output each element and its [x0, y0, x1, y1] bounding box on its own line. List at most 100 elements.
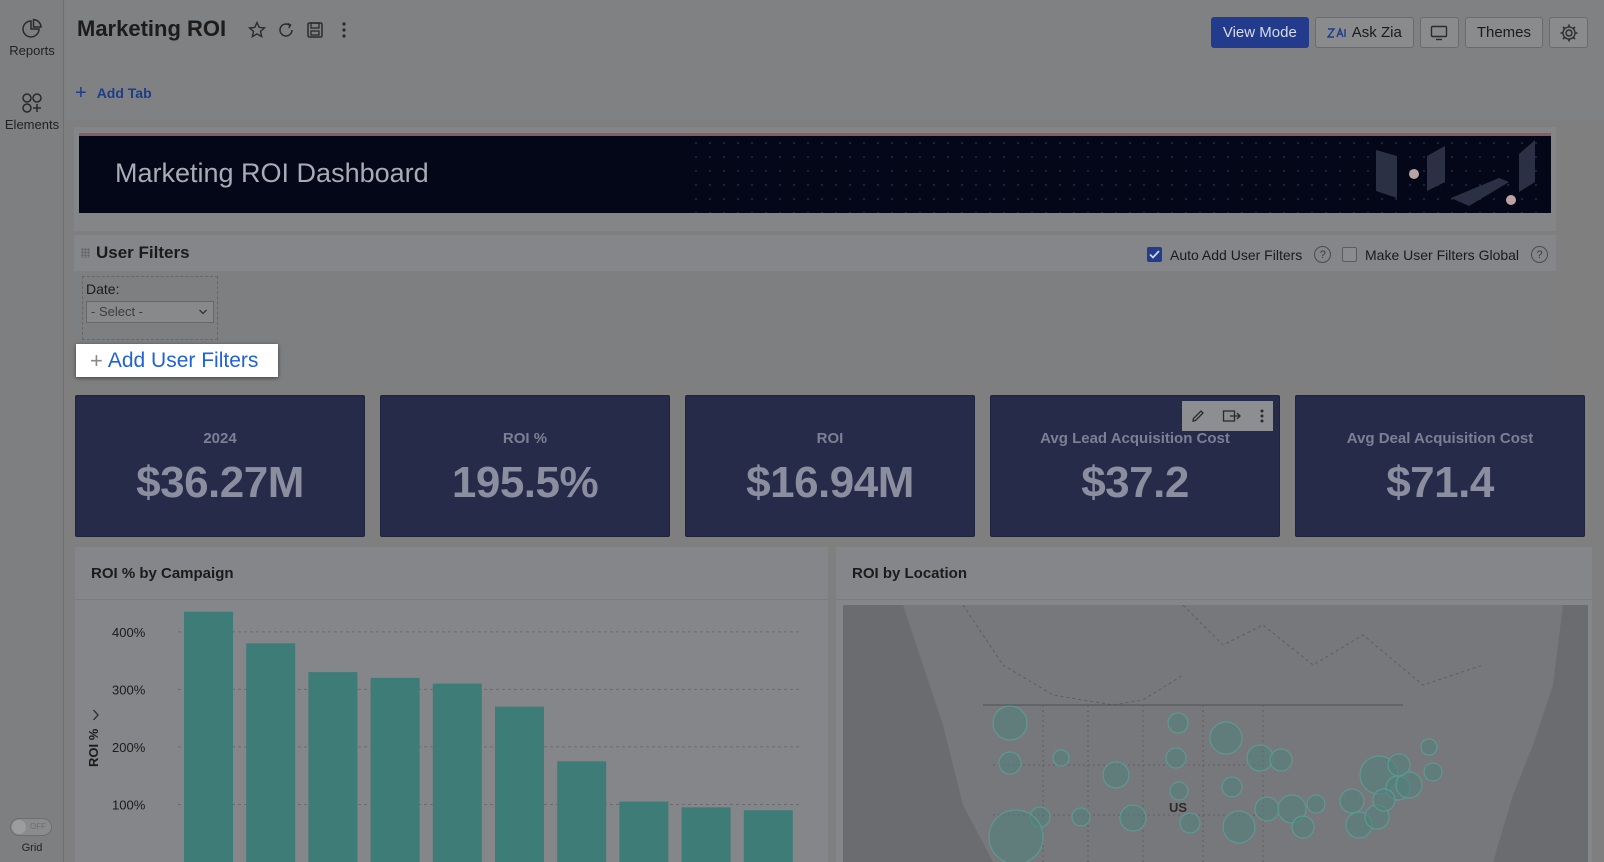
grid-toggle[interactable]: OFF — [10, 818, 52, 836]
chevron-down-icon — [199, 309, 207, 315]
monitor-icon — [1431, 25, 1448, 40]
save-icon[interactable] — [305, 20, 324, 39]
more-vertical-icon[interactable] — [1259, 408, 1265, 424]
chevron-right-icon[interactable] — [91, 708, 101, 722]
divider — [836, 599, 1592, 600]
toggle-knob — [12, 820, 26, 834]
page-title: Marketing ROI — [77, 16, 227, 41]
toggle-state: OFF — [30, 822, 46, 831]
themes-button[interactable]: Themes — [1464, 17, 1543, 48]
kpi-label: ROI — [816, 430, 844, 447]
bar[interactable] — [370, 677, 420, 862]
ask-zia-label: Ask Zia — [1351, 24, 1402, 41]
auto-add-filters-option[interactable]: Auto Add User Filters ? — [1147, 246, 1332, 263]
roi-campaign-bar-chart: 100% 200% 300% 400% — [112, 611, 800, 862]
y-axis-title: ROI % — [86, 728, 101, 767]
top-bar: Marketing ROI View Mode Ask Zia Themes +… — [65, 0, 1604, 120]
sidebar-item-label: Reports — [9, 43, 55, 58]
y-tick-label: 400% — [112, 625, 146, 640]
date-select-value: - Select - — [91, 304, 144, 319]
ask-zia-button[interactable]: Ask Zia — [1314, 17, 1414, 48]
bar[interactable] — [743, 810, 793, 862]
kpi-card-2024[interactable]: 2024 $36.27M — [75, 395, 365, 537]
star-icon[interactable] — [247, 20, 266, 39]
widget-toolbar — [1182, 401, 1273, 431]
map-bubbles[interactable] — [988, 705, 1443, 862]
refresh-icon[interactable] — [276, 20, 295, 39]
help-icon[interactable]: ? — [1531, 246, 1549, 263]
view-mode-button[interactable]: View Mode — [1210, 17, 1309, 48]
kpi-label: 2024 — [203, 430, 237, 447]
zia-icon — [1326, 26, 1346, 38]
header-actions: View Mode Ask Zia Themes — [1210, 17, 1588, 48]
plus-icon: + — [90, 347, 103, 373]
kpi-value: $36.27M — [136, 458, 304, 507]
panel-title: ROI by Location — [852, 565, 968, 582]
bar[interactable] — [557, 761, 607, 862]
sidebar-item-label: Elements — [4, 117, 60, 132]
sidebar-item-reports[interactable]: Reports — [0, 18, 64, 58]
divider — [75, 599, 828, 600]
plus-icon: + — [75, 82, 87, 104]
kpi-card-avg-deal-cost[interactable]: Avg Deal Acquisition Cost $71.4 — [1295, 395, 1585, 537]
bar[interactable] — [495, 706, 544, 862]
check-icon — [1149, 250, 1160, 259]
sidebar-item-elements[interactable]: Elements — [0, 92, 64, 132]
make-global-label: Make User Filters Global — [1365, 246, 1520, 263]
pie-chart-icon — [22, 18, 42, 38]
present-button[interactable] — [1419, 17, 1459, 48]
auto-add-label: Auto Add User Filters — [1170, 246, 1303, 263]
add-tab-label: Add Tab — [96, 85, 152, 101]
drag-handle-icon[interactable] — [81, 248, 90, 258]
banner-title: Marketing ROI Dashboard — [115, 158, 429, 188]
kpi-card-avg-lead-cost[interactable]: Avg Lead Acquisition Cost $37.2 — [990, 395, 1280, 537]
banner-widget: Marketing ROI Dashboard — [74, 127, 1556, 231]
bar[interactable] — [308, 672, 358, 862]
kpi-card-roi-percent[interactable]: ROI % 195.5% — [380, 395, 670, 537]
add-user-filters-button[interactable]: + Add User Filters — [76, 344, 278, 377]
export-icon[interactable] — [1222, 408, 1242, 424]
date-filter-label: Date: — [86, 281, 120, 297]
left-rail: Reports Elements OFF Grid — [0, 0, 64, 862]
roi-location-map[interactable]: US — [843, 605, 1588, 862]
user-filters-header: User Filters Auto Add User Filters ? Mak… — [74, 235, 1556, 271]
auto-add-checkbox[interactable] — [1147, 247, 1162, 262]
map-region-label: US — [1169, 800, 1187, 815]
bar[interactable] — [432, 683, 482, 862]
make-global-option[interactable]: Make User Filters Global ? — [1342, 246, 1549, 263]
elements-icon — [22, 93, 42, 113]
kpi-value: 195.5% — [451, 458, 599, 507]
kpi-label: Avg Deal Acquisition Cost — [1346, 430, 1534, 447]
edit-icon[interactable] — [1190, 408, 1206, 424]
title-actions — [247, 20, 353, 39]
kpi-card-roi[interactable]: ROI $16.94M — [685, 395, 975, 537]
bar[interactable] — [619, 801, 669, 862]
y-tick-label: 300% — [112, 682, 146, 697]
more-vertical-icon[interactable] — [334, 20, 353, 39]
bar[interactable] — [681, 807, 731, 862]
settings-button[interactable] — [1549, 17, 1588, 48]
y-tick-label: 100% — [112, 797, 146, 812]
grid-label: Grid — [21, 842, 43, 854]
date-select[interactable]: - Select - — [86, 301, 214, 323]
kpi-label: ROI % — [502, 430, 548, 447]
user-filters-title: User Filters — [96, 243, 190, 262]
help-icon[interactable]: ? — [1314, 246, 1332, 263]
kpi-label: Avg Lead Acquisition Cost — [1040, 430, 1230, 447]
add-tab-button[interactable]: + Add Tab — [75, 82, 152, 104]
map-canvas: US — [843, 605, 1588, 862]
user-filters-panel: User Filters Auto Add User Filters ? Mak… — [74, 235, 1556, 385]
kpi-value: $37.2 — [1081, 458, 1189, 507]
kpi-value: $71.4 — [1386, 458, 1494, 507]
dashboard-banner: Marketing ROI Dashboard — [79, 133, 1551, 213]
make-global-checkbox[interactable] — [1342, 247, 1357, 262]
date-filter: Date: - Select - — [82, 276, 218, 340]
bar[interactable] — [246, 643, 296, 862]
panel-title: ROI % by Campaign — [91, 565, 234, 582]
banner-dot-pattern — [689, 136, 1549, 213]
banner-decoration — [1376, 140, 1535, 206]
add-user-filters-label: Add User Filters — [107, 348, 259, 372]
gear-icon — [1560, 24, 1577, 41]
bar[interactable] — [184, 611, 233, 862]
kpi-value: $16.94M — [746, 458, 914, 507]
